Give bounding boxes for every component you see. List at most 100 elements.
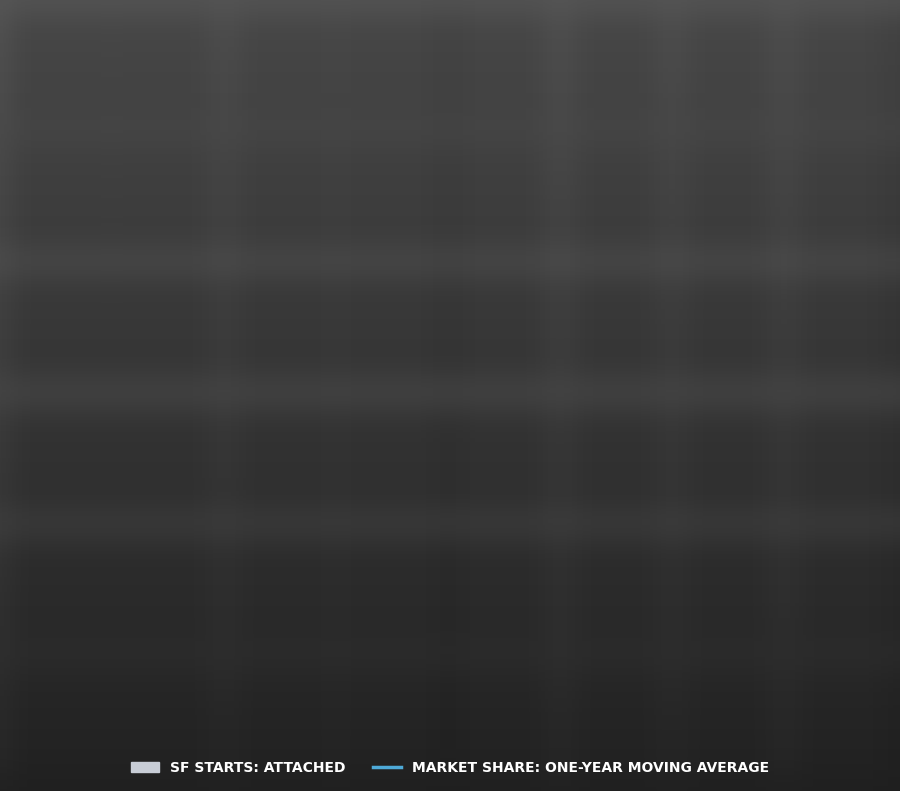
Bar (372, 594, 374, 681)
Bar (753, 444, 755, 681)
Bar (374, 586, 376, 681)
Bar (369, 594, 371, 681)
Bar (443, 539, 445, 681)
Bar (437, 507, 439, 681)
Bar (498, 483, 500, 681)
Bar (819, 373, 821, 681)
Bar (68, 444, 70, 681)
Bar (93, 475, 94, 681)
Bar (400, 547, 402, 681)
Bar (769, 380, 770, 681)
Bar (656, 436, 658, 681)
Bar (785, 380, 787, 681)
Bar (700, 491, 702, 681)
Bar (335, 499, 337, 681)
Bar (279, 286, 281, 681)
Bar (643, 460, 644, 681)
Bar (153, 420, 155, 681)
Bar (729, 396, 732, 681)
Bar (379, 602, 381, 681)
Bar (727, 404, 729, 681)
Bar (287, 333, 289, 681)
Bar (148, 452, 149, 681)
Bar (232, 270, 234, 681)
Bar (688, 444, 689, 681)
Bar (124, 412, 126, 681)
Bar (342, 539, 344, 681)
Bar (580, 483, 581, 681)
Bar (572, 507, 573, 681)
Bar (606, 491, 608, 681)
Bar (740, 349, 742, 681)
Bar (387, 586, 389, 681)
Bar (811, 349, 813, 681)
Bar (198, 301, 200, 681)
Bar (205, 246, 207, 681)
Bar (592, 460, 594, 681)
Bar (440, 523, 442, 681)
Bar (329, 483, 331, 681)
Bar (105, 460, 107, 681)
Bar (411, 562, 413, 681)
Bar (190, 404, 192, 681)
Bar (551, 483, 553, 681)
Bar (298, 325, 300, 681)
Bar (535, 499, 536, 681)
Bar (619, 460, 621, 681)
Bar (264, 317, 266, 681)
Bar (545, 507, 547, 681)
Bar (284, 333, 286, 681)
Bar (766, 396, 768, 681)
Bar (711, 428, 713, 681)
Bar (356, 610, 357, 681)
Bar (224, 246, 226, 681)
Bar (134, 452, 136, 681)
Bar (588, 460, 590, 681)
Bar (432, 507, 434, 681)
Bar (466, 467, 468, 681)
Bar (540, 523, 542, 681)
Bar (119, 428, 121, 681)
Bar (305, 341, 308, 681)
Bar (350, 586, 352, 681)
Bar (595, 460, 597, 681)
Bar (555, 475, 557, 681)
Bar (71, 475, 73, 681)
Bar (113, 436, 115, 681)
Bar (742, 357, 744, 681)
Bar (764, 420, 766, 681)
Bar (680, 452, 681, 681)
Bar (574, 499, 576, 681)
Bar (213, 221, 215, 681)
Bar (79, 444, 81, 681)
Bar (548, 499, 550, 681)
Bar (227, 254, 229, 681)
Y-axis label: MARKET SHARE SINGLE-FAMILY STARTS: MARKET SHARE SINGLE-FAMILY STARTS (872, 234, 885, 495)
Bar (526, 483, 528, 681)
Bar (429, 515, 431, 681)
Bar (722, 444, 724, 681)
Bar (282, 309, 284, 681)
Bar (761, 444, 763, 681)
Bar (793, 380, 795, 681)
Bar (142, 452, 144, 681)
Bar (640, 467, 642, 681)
Bar (97, 436, 99, 681)
Bar (532, 483, 534, 681)
Bar (242, 238, 244, 681)
Bar (266, 286, 268, 681)
Bar (276, 270, 278, 681)
Bar (695, 491, 698, 681)
Bar (637, 475, 639, 681)
Bar (174, 373, 176, 681)
Bar (779, 380, 781, 681)
Bar (716, 452, 718, 681)
Bar (495, 483, 497, 681)
Bar (303, 349, 305, 681)
Bar (732, 380, 733, 681)
Bar (577, 491, 579, 681)
Bar (116, 444, 118, 681)
Bar (585, 467, 587, 681)
Bar (156, 436, 158, 681)
Bar (659, 436, 661, 681)
